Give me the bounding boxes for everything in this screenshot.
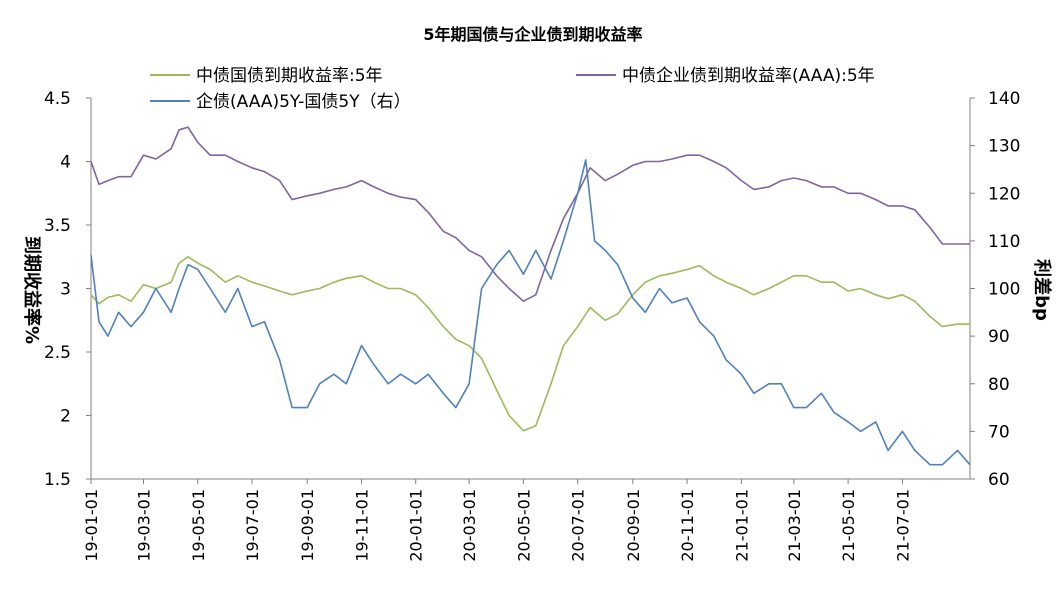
y-left-tick-label: 2 — [60, 407, 71, 427]
y-right-tick-label: 80 — [988, 375, 1010, 395]
x-tick-label: 20-01-01 — [407, 489, 426, 562]
x-tick-label: 20-09-01 — [624, 489, 643, 562]
legend-label-corp: 中债企业债到期收益率(AAA):5年 — [622, 66, 875, 86]
x-tick-label: 19-09-01 — [298, 489, 317, 562]
y-right-tick-label: 120 — [988, 184, 1020, 204]
x-tick-label: 19-01-01 — [82, 489, 101, 562]
y-left-tick-label: 4.5 — [44, 89, 71, 109]
legend-label-spread: 企债(AAA)5Y-国债5Y（右） — [196, 92, 411, 112]
y-right-tick-label: 60 — [988, 470, 1010, 490]
x-tick-label: 19-11-01 — [352, 489, 371, 562]
x-tick-label: 20-07-01 — [569, 489, 588, 562]
legend-label-govt: 中债国债到期收益率:5年 — [196, 66, 383, 86]
y-right-tick-label: 70 — [988, 422, 1010, 442]
x-tick-label: 19-05-01 — [189, 489, 208, 562]
plot-area — [90, 126, 971, 466]
y-axis-left-label: 到期收益率% — [21, 236, 43, 344]
y-left-tick-label: 3 — [60, 280, 71, 300]
series-corp-aaa-5y-line — [90, 126, 970, 303]
series-spread-line — [90, 159, 971, 466]
y-left-tick-label: 1.5 — [44, 470, 71, 490]
x-tick-label: 21-07-01 — [893, 489, 912, 562]
y-right-tick-label: 110 — [988, 232, 1020, 252]
x-tick-label: 21-03-01 — [785, 489, 804, 562]
y-right-tick-label: 100 — [988, 280, 1020, 300]
y-right-tick-label: 130 — [988, 137, 1020, 157]
series-govt-5y-line — [90, 255, 970, 432]
y-left-tick-label: 4 — [60, 153, 71, 173]
y-right-tick-label: 140 — [988, 89, 1020, 109]
y-left-tick-label: 2.5 — [44, 343, 71, 363]
x-tick-label: 21-01-01 — [732, 489, 751, 562]
x-tick-label: 20-03-01 — [460, 489, 479, 562]
x-tick-label: 19-07-01 — [243, 489, 262, 562]
legend: 中债国债到期收益率:5年 中债企业债到期收益率(AAA):5年 企债(AAA)5… — [150, 66, 875, 112]
chart-title: 5年期国债与企业债到期收益率 — [423, 25, 642, 44]
y-right-tick-label: 90 — [988, 327, 1010, 347]
axes: 1.5 2 2.5 3 3.5 4 4.5 60 70 80 90 100 110 120 130 140 19… — [44, 89, 1021, 562]
x-tick-label: 19-03-01 — [134, 489, 153, 562]
x-tick-label: 20-11-01 — [678, 489, 697, 562]
y-left-tick-label: 3.5 — [44, 216, 71, 236]
x-tick-label: 21-05-01 — [839, 489, 858, 562]
x-tick-label: 20-05-01 — [514, 489, 533, 562]
y-axis-right-label: 利差bp — [1031, 259, 1053, 321]
